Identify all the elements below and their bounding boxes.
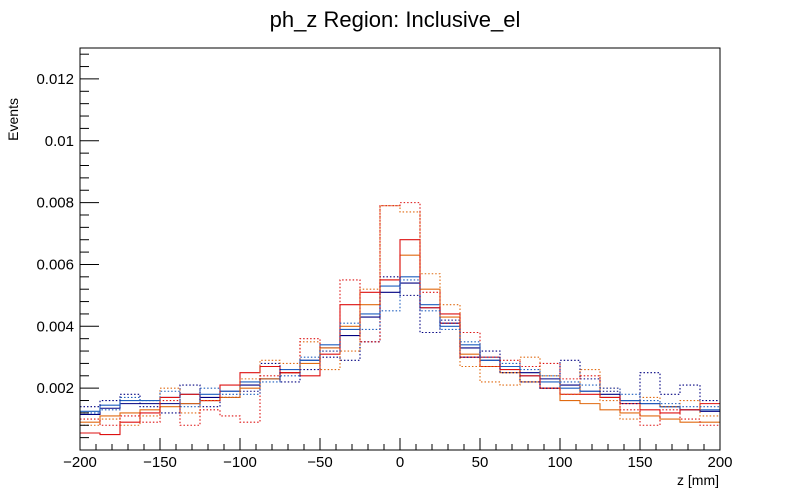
- y-tick-label: 0.008: [36, 195, 74, 212]
- series-4-line: [80, 276, 720, 414]
- series-5-line: [80, 205, 720, 426]
- y-tick-label: 0.004: [36, 318, 74, 335]
- series-layer: [80, 202, 720, 436]
- x-tick-label: −150: [143, 454, 177, 471]
- x-tick-label: 150: [627, 454, 652, 471]
- series-6-line: [80, 202, 720, 426]
- y-tick-label: 0.002: [36, 380, 74, 397]
- x-axis-label: z [mm]: [677, 472, 719, 488]
- y-axis-label: Events: [5, 98, 21, 141]
- x-tick-label: 200: [707, 454, 732, 471]
- x-tick-label: 100: [547, 454, 572, 471]
- series-3-line: [80, 239, 720, 436]
- x-tick-label: −100: [223, 454, 257, 471]
- chart-title: ph_z Region: Inclusive_el: [270, 7, 521, 32]
- x-tick-label: 50: [472, 454, 489, 471]
- axis-layer: −200 −150 −100 −50 0 50 100 150 200 0.002 0.004 0.0…: [36, 53, 733, 471]
- x-tick-label: −50: [307, 454, 332, 471]
- x-tick-label: 0: [396, 454, 404, 471]
- series-0-line: [80, 282, 720, 415]
- y-tick-label: 0.012: [36, 71, 74, 88]
- y-tick-label: 0.01: [45, 133, 74, 150]
- series-7-line: [80, 279, 720, 414]
- y-tick-label: 0.006: [36, 256, 74, 273]
- x-tick-label: −200: [63, 454, 97, 471]
